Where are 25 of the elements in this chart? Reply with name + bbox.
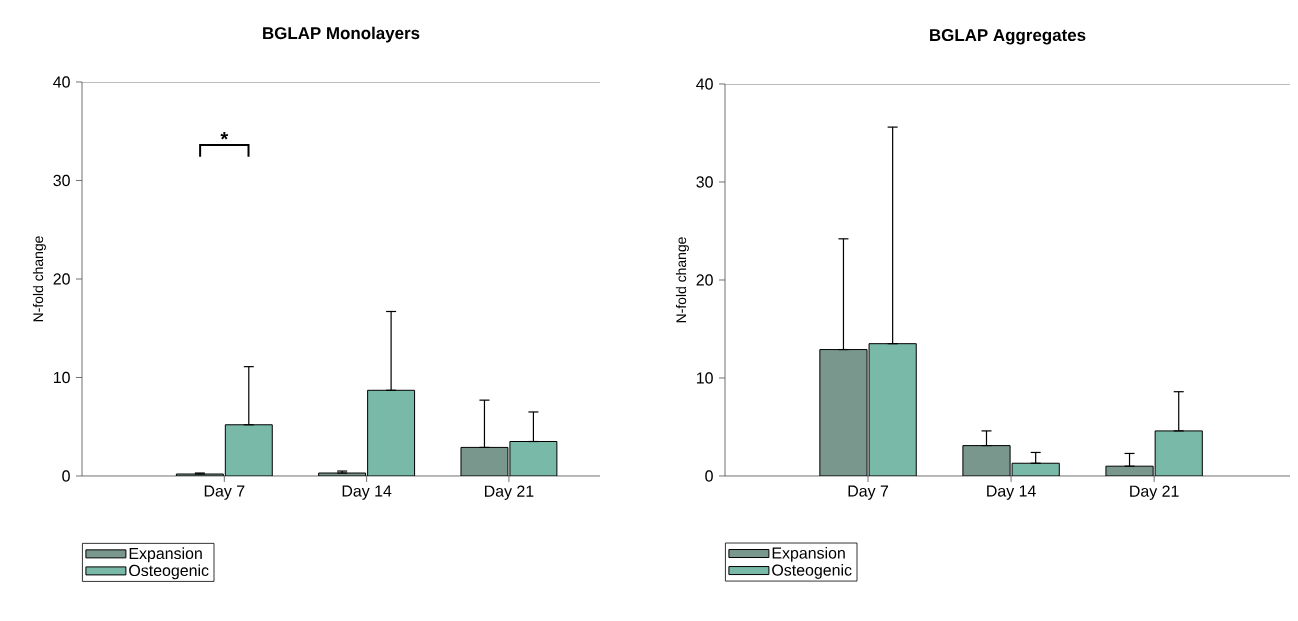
x-tick-label: Day 7 (848, 485, 889, 500)
y-tick-label: 0 (62, 470, 70, 482)
x-tick-label: Day 21 (1130, 485, 1179, 500)
y-axis-title: N-fold change (32, 236, 46, 322)
legend-label: Expansion (129, 547, 202, 563)
x-tick-label: Day 7 (204, 485, 245, 500)
y-tick-label: 30 (696, 176, 713, 188)
y-tick-label: 20 (53, 273, 70, 285)
y-tick-label: 0 (705, 470, 713, 482)
legend-label: Expansion (772, 547, 845, 562)
x-tick-label: Day 21 (484, 485, 534, 500)
x-tick-label: Day 14 (342, 485, 392, 500)
y-tick-label: 40 (53, 76, 70, 88)
y-tick-label: 10 (696, 372, 713, 384)
chart-title: BGLAP Aggregates (930, 29, 1086, 45)
y-tick-label: 40 (696, 78, 713, 90)
x-tick-label: Day 14 (987, 485, 1036, 500)
y-tick-label: 30 (53, 174, 70, 187)
chart-title: BGLAP Monolayers (263, 26, 420, 43)
y-axis-title: N-fold change (675, 237, 689, 323)
legend-label: Osteogenic (772, 564, 852, 579)
y-tick-label: 20 (696, 274, 713, 286)
y-tick-label: 10 (53, 371, 70, 384)
annotation: * (220, 132, 229, 140)
legend-label: Osteogenic (129, 564, 209, 580)
